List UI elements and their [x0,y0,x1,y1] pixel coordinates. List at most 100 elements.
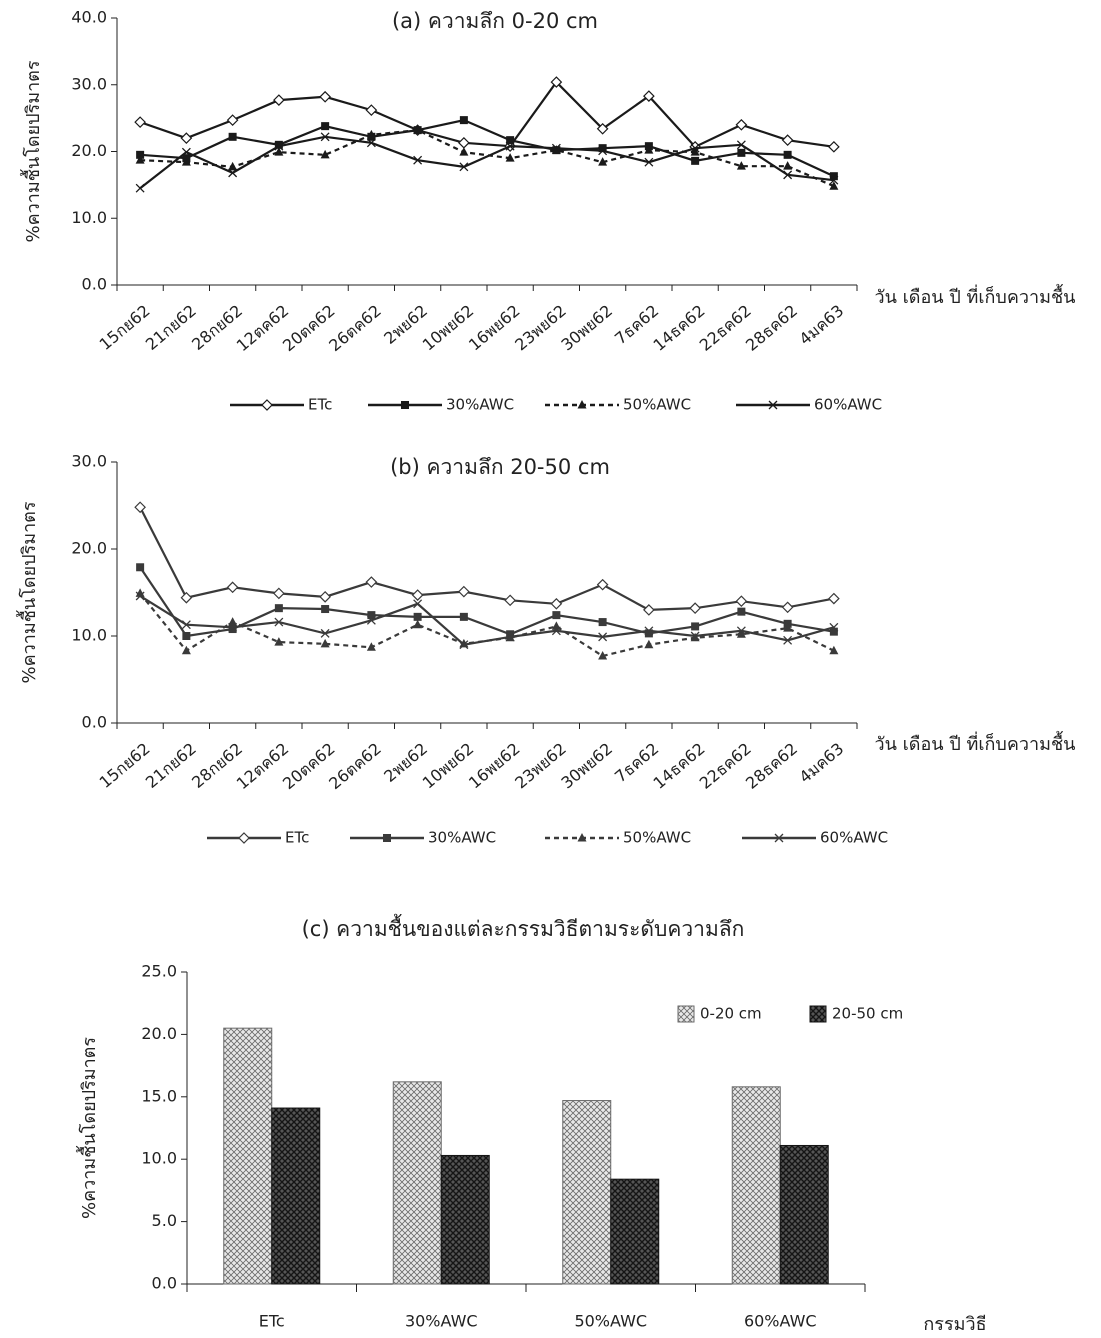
y-tick-label: 20.0 [71,539,107,558]
marker [321,122,329,130]
y-tick-label: 5.0 [152,1211,177,1230]
marker [262,400,272,410]
x-tick-label: 10พย62 [419,301,478,355]
marker [783,602,793,612]
bar [393,1082,441,1284]
marker [644,605,654,615]
marker [228,582,238,592]
y-axis-title: %ความชื้นโดยปริมาตร [20,60,44,242]
marker [229,133,237,141]
chart-title: (b) ความลึก 20-50 cm [390,455,610,479]
figure: (a) ความลึก 0-20 cmวัน เดือน ปี ที่เก็บค… [0,0,1101,1338]
legend-label: 50%AWC [623,829,691,847]
x-tick-label: 15กย62 [96,301,154,354]
y-axis-title: %ความชื้นโดยปริมาตร [16,501,40,683]
x-tick-label: 23พย62 [511,301,570,355]
x-tick-label: 4มค63 [795,739,847,787]
x-axis-title: กรรมวิธี [923,1314,986,1335]
marker [505,595,515,605]
bar [224,1028,272,1284]
legend-label: 30%AWC [428,829,496,847]
bar [780,1145,828,1284]
marker [320,92,330,102]
marker [736,596,746,606]
legend-label: 20-50 cm [832,1005,903,1023]
x-tick-label: 26ตค62 [325,739,385,793]
x-tick-label: 22ธค62 [696,301,755,355]
marker [691,157,699,165]
legend-label: 60%AWC [814,396,882,414]
marker [275,604,283,612]
marker [783,135,793,145]
legend-swatch [678,1006,694,1022]
marker [737,149,745,157]
marker [459,138,469,148]
marker [239,833,249,843]
marker [459,147,468,156]
marker [690,603,700,613]
y-tick-label: 0.0 [82,275,107,294]
x-tick-label: 16พย62 [465,739,524,793]
marker [460,116,468,124]
series-line [140,82,834,147]
y-tick-label: 30.0 [71,74,107,93]
marker [413,590,423,600]
marker [413,620,422,629]
x-tick-label: 15กย62 [96,739,154,792]
y-tick-label: 0.0 [152,1274,177,1293]
x-tick-label: 50%AWC [574,1312,647,1331]
x-tick-label: 30พย62 [557,739,616,793]
marker [829,142,839,152]
marker [783,161,792,170]
x-tick-label: ETc [259,1312,285,1331]
x-tick-label: 28ธค62 [742,739,801,793]
legend-label: ETc [285,829,309,847]
marker [366,577,376,587]
x-tick-label: 28ธค62 [742,301,801,355]
marker [136,184,144,192]
y-tick-label: 10.0 [71,626,107,645]
y-tick-label: 10.0 [71,208,107,227]
bar [611,1179,659,1284]
marker [459,587,469,597]
marker [552,611,560,619]
marker [691,622,699,630]
x-tick-label: 26ตค62 [325,301,385,355]
marker [737,608,745,616]
marker [598,580,608,590]
y-axis-title: %ความชื้นโดยปริมาตร [76,1037,100,1219]
marker [320,592,330,602]
y-tick-label: 40.0 [71,8,107,27]
x-tick-label: 22ธค62 [696,739,755,793]
x-tick-label: 21กย62 [142,739,200,792]
x-tick-label: 14ธค62 [650,301,709,355]
y-tick-label: 0.0 [82,713,107,732]
x-tick-label: 23พย62 [511,739,570,793]
series-line [140,507,834,610]
marker [551,599,561,609]
x-tick-label: 10พย62 [419,739,478,793]
legend-label: 30%AWC [446,396,514,414]
marker [136,563,144,571]
chart-title: (a) ความลึก 0-20 cm [392,9,598,33]
marker [552,621,561,630]
marker [599,618,607,626]
marker [182,632,190,640]
legend-swatch [810,1006,826,1022]
x-tick-label: 30พย62 [557,301,616,355]
marker [736,120,746,130]
marker [460,613,468,621]
bar [732,1087,780,1284]
bar [272,1108,320,1284]
x-tick-label: 4มค63 [795,301,847,349]
series-line [140,120,834,176]
y-tick-label: 30.0 [71,452,107,471]
bar [441,1155,489,1284]
bar [563,1101,611,1284]
marker [181,133,191,143]
y-tick-label: 25.0 [141,962,177,981]
marker [321,605,329,613]
marker [414,613,422,621]
marker [366,105,376,115]
y-tick-label: 15.0 [141,1086,177,1105]
